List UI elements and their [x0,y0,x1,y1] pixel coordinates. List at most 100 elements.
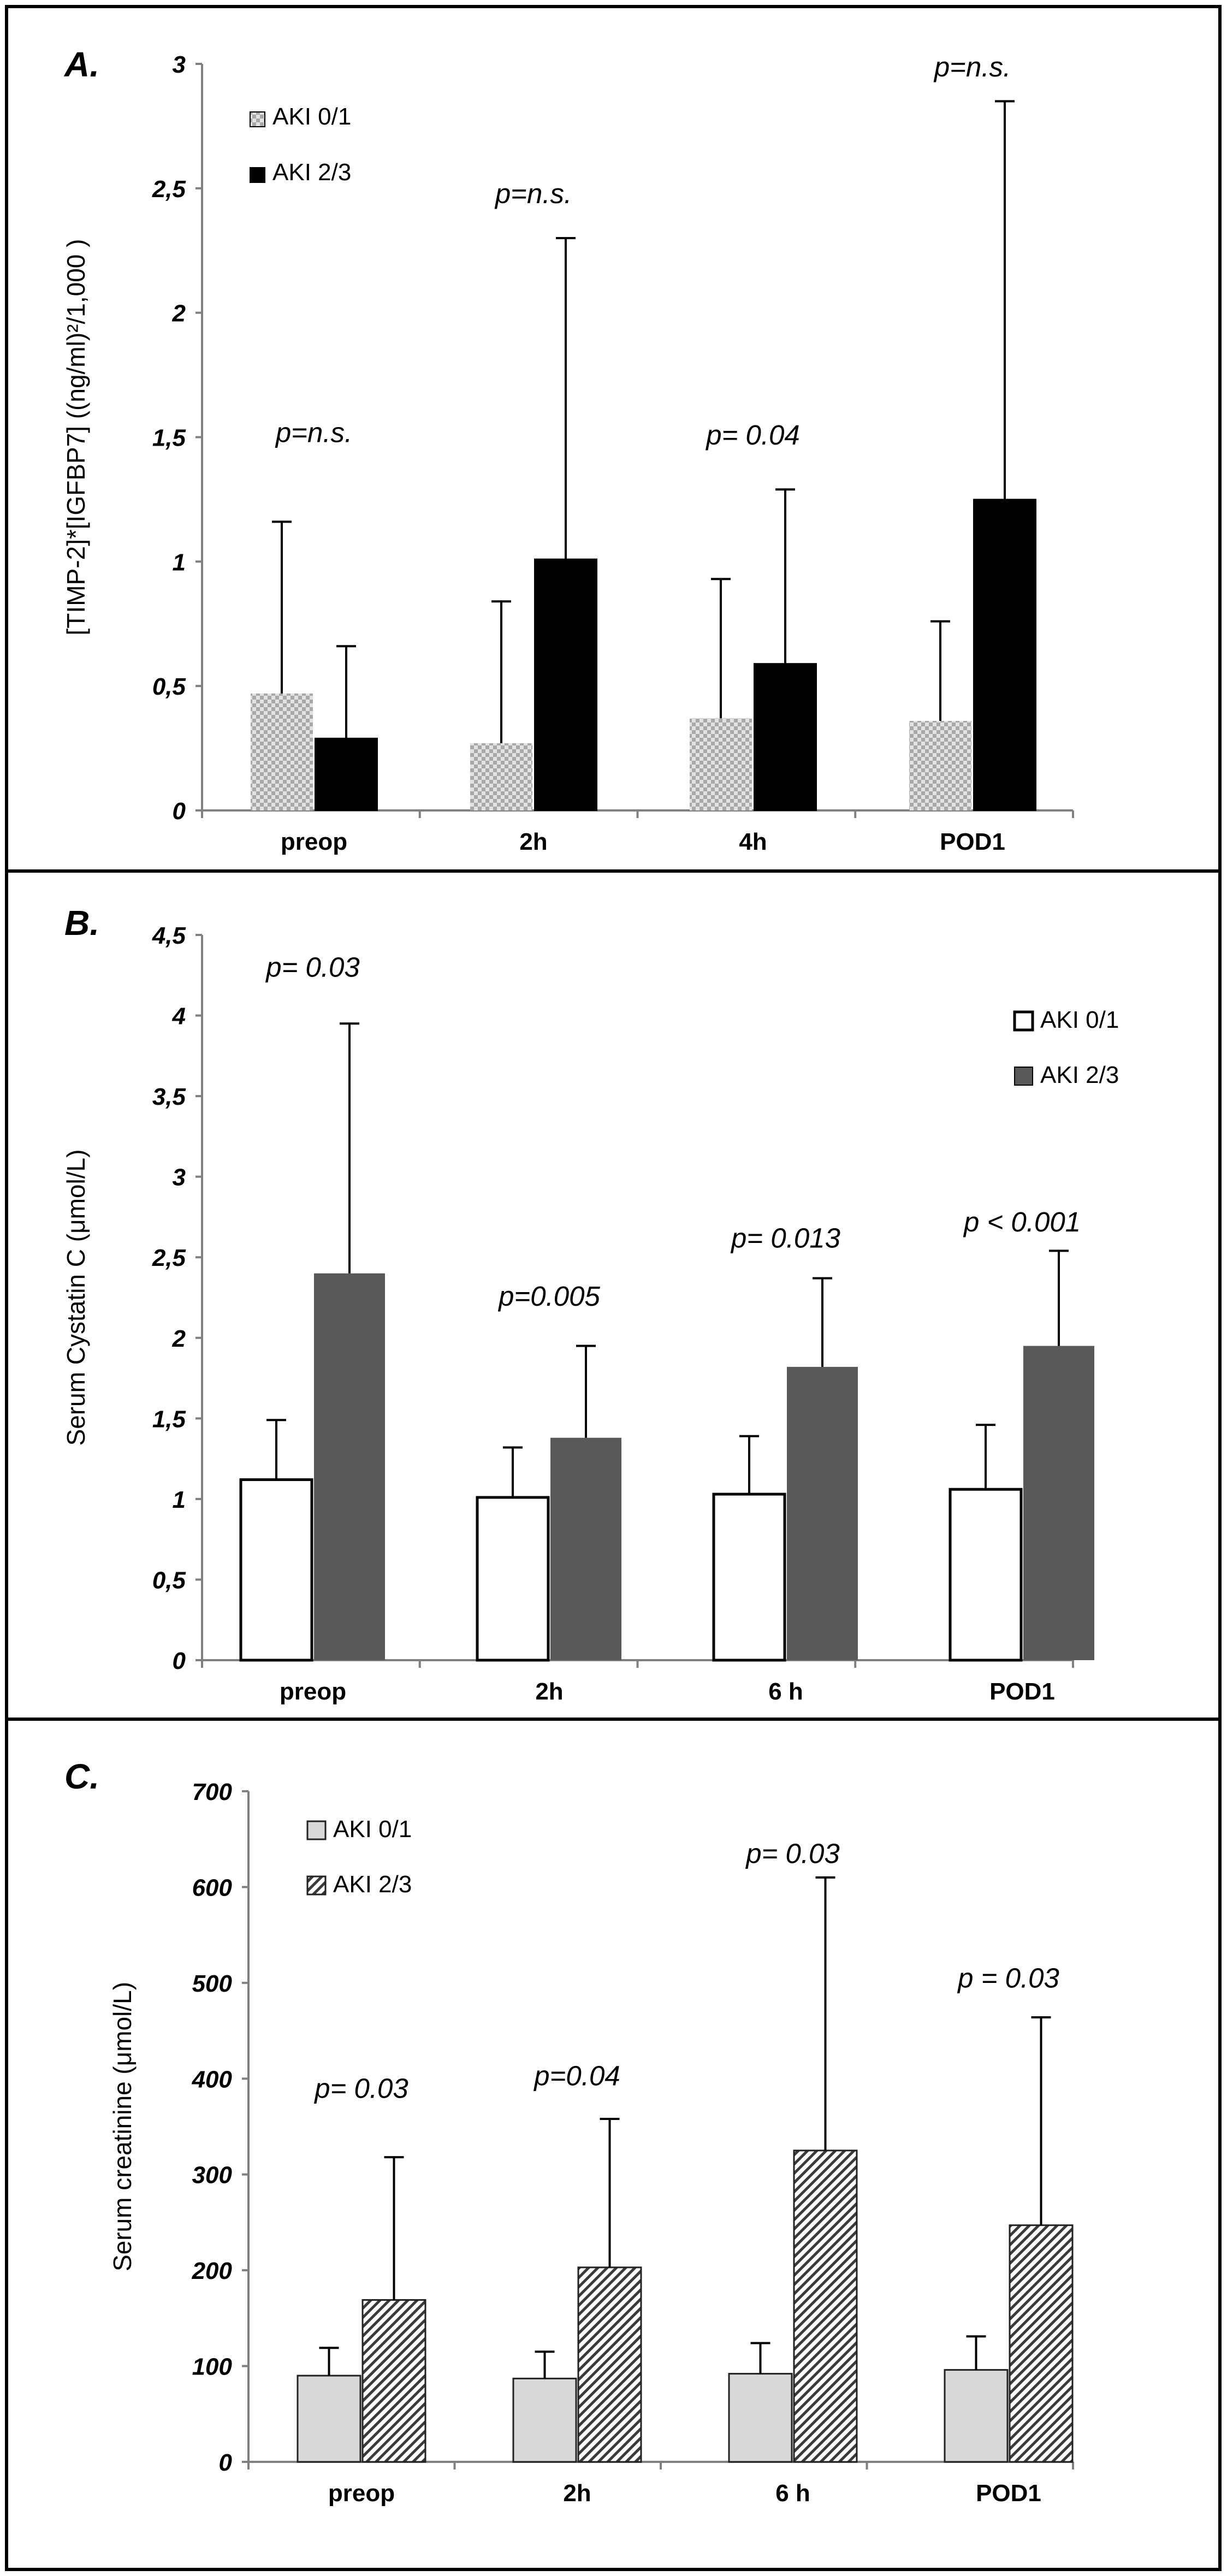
y-tick-label: 300 [192,2162,233,2189]
legend-swatch [306,1820,327,1840]
y-axis-title: Serum creatinine (μmol/L) [108,1982,137,2271]
bar [550,1437,621,1660]
y-tick-label: 400 [192,2066,233,2093]
legend-label: AKI 2/3 [272,159,351,186]
x-tick-label: preop [281,828,347,855]
p-value-annotation: p= 0.013 [730,1223,840,1254]
p-value-annotation: p=n.s. [275,417,352,448]
legend-label: AKI 0/1 [272,103,351,130]
bar [251,693,313,810]
legend-label: AKI 2/3 [333,1871,412,1898]
x-tick-label: POD1 [976,2480,1041,2507]
legend-swatch [250,167,265,183]
y-tick-label: 2,5 [152,1245,186,1271]
legend: AKI 0/1 AKI 2/3 [1013,1006,1119,1088]
y-tick-label: 1 [173,1487,186,1513]
legend: AKI 0/1 AKI 2/3 [250,103,351,186]
x-tick-label: 2h [563,2480,591,2507]
bar [793,2149,858,2463]
legend: AKI 0/1 AKI 2/3 [306,1816,412,1898]
x-tick-label: 6 h [768,1678,803,1705]
legend-swatch [306,1875,327,1896]
x-tick-label: 2h [535,1678,563,1705]
bar [315,737,378,812]
bar [973,499,1036,811]
p-value-annotation: p=n.s. [933,51,1011,82]
y-tick-label: 100 [192,2354,233,2380]
panel-c-frame [5,1718,1222,2571]
chart-panel-c: C. 0 100 200 300 400 500 600 700 preop 2h 6 h POD1 Se… [64,1757,1074,2507]
y-tick-label: 600 [192,1874,233,1901]
y-tick-label: 200 [192,2258,233,2284]
y-tick-label: 4 [172,1003,186,1030]
bar [1023,1346,1094,1660]
x-tick-label: 2h [519,828,547,855]
bar [512,2377,577,2463]
bar [534,558,597,811]
legend-swatch [1014,1067,1033,1086]
bar [787,1366,858,1660]
y-tick-label: 3 [173,1164,186,1191]
bar [944,2369,1009,2463]
bar [949,1488,1023,1662]
legend-swatch [1013,1010,1034,1032]
p-value-annotation: p < 0.001 [963,1206,1081,1237]
y-tick-label: 2,5 [152,176,186,203]
y-tick-label: 0 [173,798,186,825]
panel-label-c: C. [64,1757,99,1796]
y-tick-label: 0 [173,1648,186,1674]
bar [476,1496,550,1662]
p-value-annotation: p=0.005 [497,1281,600,1312]
y-tick-label: 700 [192,1779,233,1805]
x-tick-label: POD1 [940,828,1005,855]
legend-label: AKI 2/3 [1040,1062,1119,1088]
y-tick-label: 500 [192,1970,233,1997]
legend-swatch [250,111,265,127]
p-value-annotation: p= 0.03 [745,1838,840,1869]
bar [1009,2224,1074,2463]
bar [361,2299,426,2463]
panel-label-a: A. [63,45,99,84]
y-tick-label: 3,5 [152,1083,186,1110]
x-tick-label: POD1 [989,1678,1055,1705]
legend-label: AKI 0/1 [333,1816,412,1843]
y-tick-label: 0,5 [152,1567,186,1594]
y-tick-label: 2 [172,300,186,327]
chart-panel-a: A. 0 0,5 1 1,5 2 2,5 3 preop 2h 4h POD1 [TIMP-2]*[IG… [62,45,1074,855]
bar [690,718,752,810]
panel-a-frame [5,5,1222,873]
p-value-annotation: p= 0.03 [265,952,360,983]
legend-label: AKI 0/1 [1040,1006,1119,1033]
x-tick-label: preop [328,2480,395,2507]
bar [754,663,817,811]
x-tick-label: preop [280,1678,346,1705]
y-tick-label: 1,5 [152,425,186,452]
bar [577,2266,642,2463]
bar [239,1478,313,1662]
y-tick-label: 4,5 [152,922,186,949]
panel-label-b: B. [64,903,99,943]
y-tick-label: 2 [172,1325,186,1352]
y-tick-label: 1,5 [152,1406,186,1432]
p-value-annotation: p= 0.04 [705,419,800,451]
y-axis-title: [TIMP-2]*[IGFBP7] ((ng/ml)²/1,000 ) [62,239,90,636]
y-tick-label: 3 [173,51,186,78]
bar [470,743,532,810]
bar [728,2373,793,2463]
y-tick-label: 0 [219,2449,233,2476]
bar [712,1493,786,1662]
bar [909,720,971,810]
bar [297,2374,361,2463]
x-tick-label: 6 h [775,2480,810,2507]
bar [314,1273,385,1660]
p-value-annotation: p = 0.03 [957,1963,1059,1994]
p-value-annotation: p= 0.03 [313,2072,408,2104]
y-tick-label: 0,5 [152,673,186,700]
chart-panel-b: B. 0 0,5 1 1,5 2 2,5 3 3,5 4 4,5 preop 2h 6 h POD1 Seru… [62,903,1119,1705]
y-tick-label: 1 [173,549,186,576]
y-axis-title: Serum Cystatin C (μmol/L) [62,1150,90,1446]
p-value-annotation: p=0.04 [533,2060,620,2092]
p-value-annotation: p=n.s. [494,178,572,209]
x-tick-label: 4h [739,828,767,855]
